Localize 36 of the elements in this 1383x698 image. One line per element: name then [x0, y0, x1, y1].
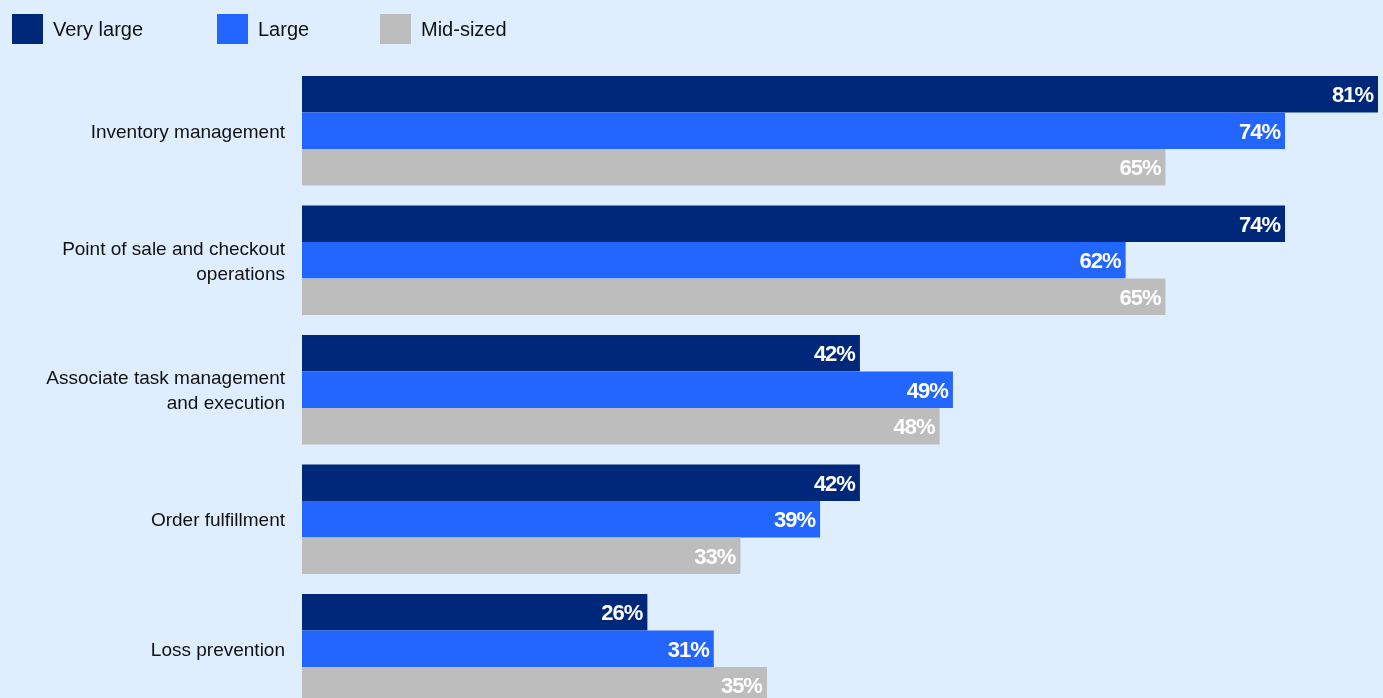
data-label: 74% [1238, 118, 1281, 144]
data-label: 42% [813, 470, 856, 496]
data-label: 65% [1119, 155, 1161, 181]
bar [302, 501, 821, 538]
legend-label: Mid-sized [421, 18, 507, 40]
bar [302, 242, 1126, 279]
data-label: 49% [906, 377, 949, 403]
bar [302, 149, 1166, 186]
data-label: 62% [1079, 248, 1122, 274]
bar [302, 537, 741, 574]
y-tick-label: Associate task management and execution [46, 367, 286, 414]
bar [302, 408, 940, 445]
legend-label: Very large [53, 18, 144, 40]
data-label: 35% [720, 673, 763, 698]
data-label: 39% [774, 507, 816, 533]
y-tick-label: Loss prevention [150, 638, 285, 660]
bar [302, 371, 953, 408]
bar [302, 594, 648, 631]
bar [302, 464, 860, 501]
data-label: 42% [813, 341, 856, 367]
bar [302, 278, 1166, 315]
y-tick-label: Point of sale and checkout operations [62, 237, 286, 284]
legend-label: Large [258, 18, 310, 40]
data-label: 65% [1119, 284, 1161, 310]
data-label: 74% [1238, 211, 1281, 237]
bar [302, 335, 860, 372]
bar [302, 205, 1286, 242]
bar [302, 76, 1378, 113]
data-label: 31% [667, 636, 710, 662]
data-label: 33% [694, 543, 736, 569]
bar [302, 112, 1286, 149]
data-label: 26% [601, 600, 643, 626]
y-tick-label: Inventory management [90, 120, 286, 142]
data-label: 48% [893, 414, 936, 440]
y-tick-label: Order fulfillment [150, 509, 286, 531]
data-label: 81% [1331, 82, 1374, 108]
